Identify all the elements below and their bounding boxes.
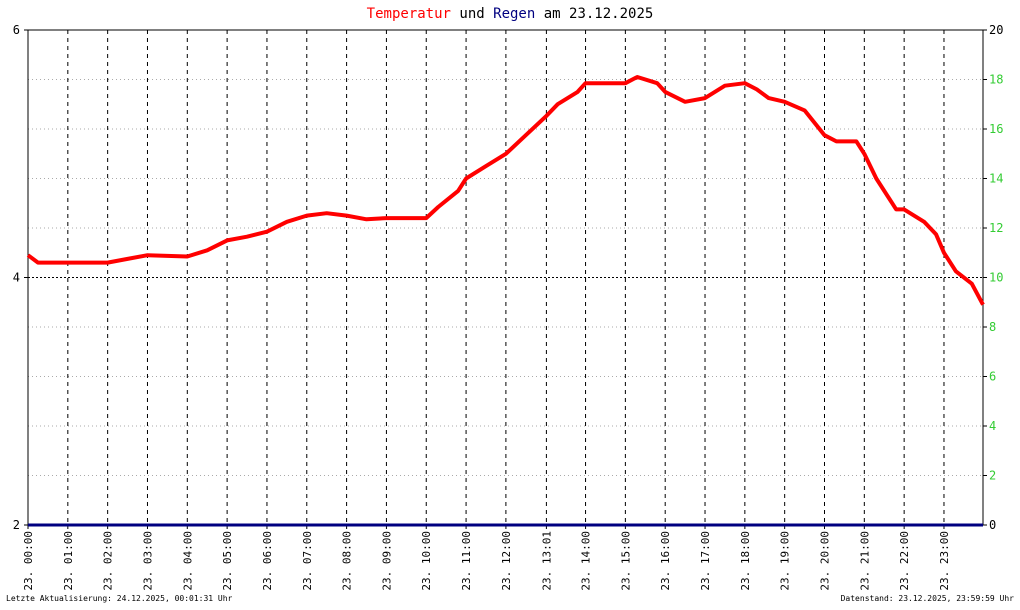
x-tick-label: 23. 13:01 [540,531,553,591]
x-tick-label: 23. 03:00 [141,531,154,591]
y2-tick-label: 10 [989,271,1003,285]
x-tick-label: 23. 05:00 [221,531,234,591]
series-line [26,75,985,306]
x-tick-label: 23. 16:00 [659,531,672,591]
x-tick-label: 23. 09:00 [380,531,393,591]
chart-title: Temperatur und Regen am 23.12.2025 [367,6,654,22]
y2-tick-label: 2 [989,469,996,483]
x-tick-label: 23. 19:00 [779,531,792,591]
x-tick-label: 23. 20:00 [818,531,831,591]
y2-tick-label: 18 [989,73,1003,87]
y2-tick-label: 16 [989,122,1003,136]
x-tick-label: 23. 17:00 [699,531,712,591]
title-part: Temperatur [367,6,451,22]
x-tick-label: 23. 23:00 [938,531,951,591]
x-tick-label: 23. 22:00 [898,531,911,591]
y2-tick-label: 14 [989,172,1003,186]
title-part: am 23.12.2025 [544,6,654,22]
x-tick-label: 23. 04:00 [181,531,194,591]
y2-tick-label: 6 [989,370,996,384]
x-tick-label: 23. 06:00 [261,531,274,591]
y2-tick-label: 12 [989,221,1003,235]
y-tick-label: 2 [13,518,20,532]
title-part: und [459,6,484,22]
x-tick-label: 23. 11:00 [460,531,473,591]
x-tick-label: 23. 15:00 [619,531,632,591]
footer-right: Datenstand: 23.12.2025, 23:59:59 Uhr [841,594,1015,603]
y2-tick-label: 4 [989,419,996,433]
y-tick-label: 6 [13,23,20,37]
y2-tick-label: 20 [989,23,1003,37]
x-tick-label: 23. 12:00 [500,531,513,591]
footer-left: Letzte Aktualisierung: 24.12.2025, 00:01… [6,594,233,603]
x-tick-label: 23. 18:00 [739,531,752,591]
x-tick-label: 23. 10:00 [420,531,433,591]
x-tick-label: 23. 02:00 [102,531,115,591]
y2-tick-label: 0 [989,518,996,532]
x-tick-label: 23. 14:00 [580,531,593,591]
x-tick-label: 23. 21:00 [858,531,871,591]
title-part: Regen [493,6,535,22]
x-tick-label: 23. 08:00 [341,531,354,591]
x-tick-label: 23. 01:00 [62,531,75,591]
x-tick-label: 23. 00:00 [22,531,35,591]
y-tick-label: 4 [13,271,20,285]
y2-tick-label: 8 [989,320,996,334]
x-tick-label: 23. 07:00 [301,531,314,591]
